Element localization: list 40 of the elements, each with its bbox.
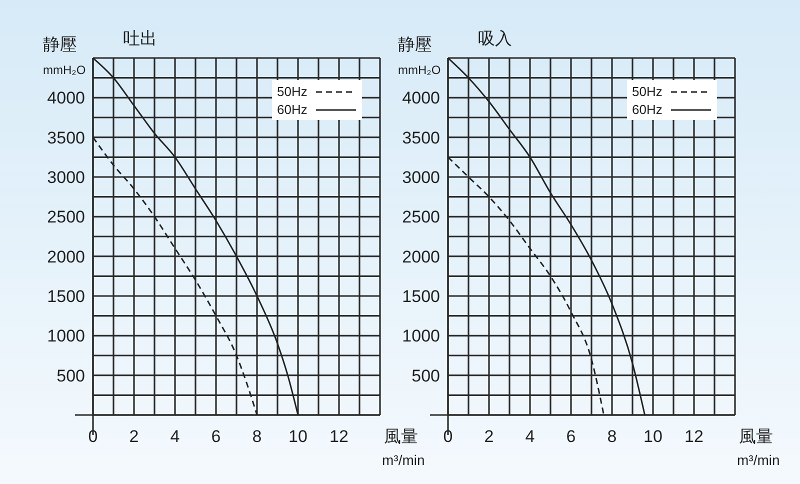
x-tick-label: 6 <box>211 427 221 446</box>
y-tick-label: 4000 <box>47 88 85 108</box>
y-tick-label: 1000 <box>47 326 85 346</box>
y-tick-label: 2500 <box>402 208 440 227</box>
x-tick-label: 2 <box>484 427 494 446</box>
legend-label: 50Hz <box>632 84 662 99</box>
x-tick-label: 10 <box>288 427 308 446</box>
x-axis-title: 風量 m³/min <box>737 427 780 468</box>
y-tick-label: 2000 <box>47 247 85 266</box>
y-tick-label: 1500 <box>402 287 440 306</box>
legend-label: 60Hz <box>632 102 662 117</box>
x-tick-label: 0 <box>88 427 98 446</box>
x-tick-label: 10 <box>644 427 662 446</box>
y-tick-label: 500 <box>412 366 440 386</box>
y-tick-label: 3500 <box>47 128 85 148</box>
y-tick-label: 3000 <box>47 168 85 187</box>
chart-title: 吸入 <box>478 29 512 48</box>
x-tick-label: 2 <box>129 427 139 446</box>
y-tick-label: 1500 <box>47 287 85 306</box>
x-tick-label: 12 <box>684 427 704 446</box>
x-tick-label: 8 <box>252 427 262 446</box>
y-tick-label: 2000 <box>402 247 440 266</box>
x-axis-title: 風量 m³/min <box>382 427 425 468</box>
y-axis-title: 静壓 mmH₂O <box>398 35 441 77</box>
x-tick-label: 4 <box>525 427 535 446</box>
y-tick-label: 4000 <box>402 88 440 108</box>
y-tick-label: 500 <box>56 366 85 386</box>
y-tick-label: 3500 <box>402 128 440 148</box>
x-tick-label: 0 <box>443 427 453 446</box>
y-tick-label: 3000 <box>402 168 440 187</box>
y-axis-title: 静壓 mmH₂O <box>43 35 86 77</box>
x-tick-label: 4 <box>170 427 180 446</box>
legend-label: 50Hz <box>277 84 308 99</box>
legend-label: 60Hz <box>277 102 308 117</box>
x-tick-label: 12 <box>330 427 348 446</box>
y-tick-label: 1000 <box>402 326 440 346</box>
x-tick-label: 8 <box>607 427 617 446</box>
chart-title: 吐出 <box>123 29 157 48</box>
x-tick-label: 6 <box>566 427 576 446</box>
y-tick-label: 2500 <box>47 208 85 227</box>
